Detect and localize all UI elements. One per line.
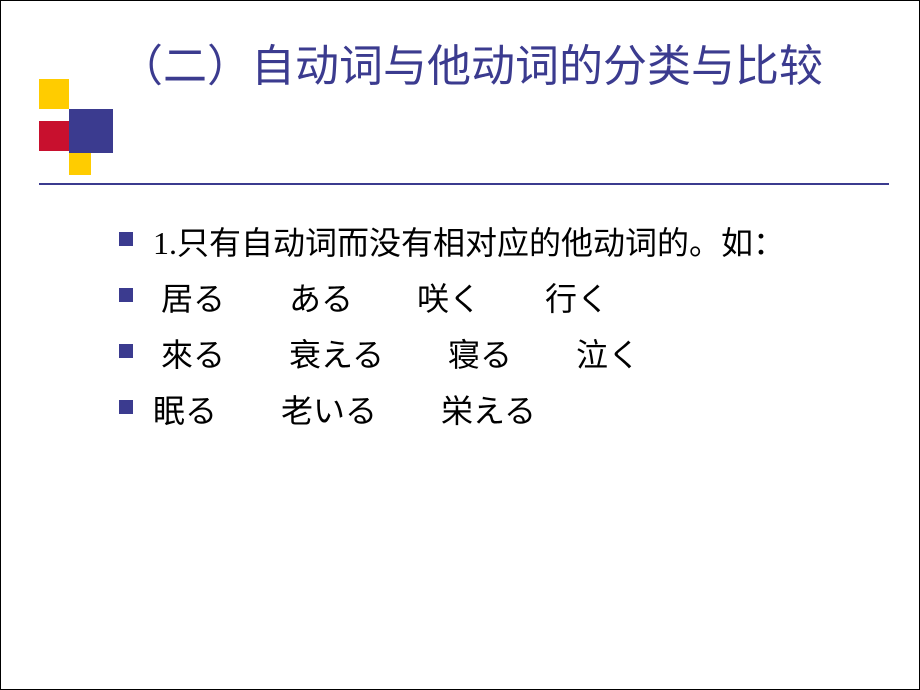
decor-square <box>39 79 69 109</box>
bullet-text: 眠る 老いる 栄える <box>153 387 536 435</box>
title-underline <box>39 183 889 185</box>
bullet-text: 居る ある 咲く 行く <box>153 275 609 323</box>
slide-title: （二）自动词与他动词的分类与比较 <box>119 39 879 94</box>
bullet-square-icon <box>119 232 133 246</box>
content-area: 1.只有自动词而没有相对应的他动词的。如： 居る ある 咲く 行く 來る 衰える… <box>119 219 889 443</box>
bullet-square-icon <box>119 288 133 302</box>
bullet-row: 來る 衰える 寝る 泣く <box>119 331 889 379</box>
bullet-row: 眠る 老いる 栄える <box>119 387 889 435</box>
decor-square <box>69 109 113 153</box>
bullet-row: 居る ある 咲く 行く <box>119 275 889 323</box>
bullet-text: 1.只有自动词而没有相对应的他动词的。如： <box>153 219 785 267</box>
bullet-row: 1.只有自动词而没有相对应的他动词的。如： <box>119 219 889 267</box>
bullet-square-icon <box>119 400 133 414</box>
decor-square <box>39 121 69 151</box>
bullet-text: 來る 衰える 寝る 泣く <box>153 331 640 379</box>
slide: （二）自动词与他动词的分类与比较 1.只有自动词而没有相对应的他动词的。如： 居… <box>0 0 920 690</box>
bullet-square-icon <box>119 344 133 358</box>
decor-square <box>69 153 91 175</box>
